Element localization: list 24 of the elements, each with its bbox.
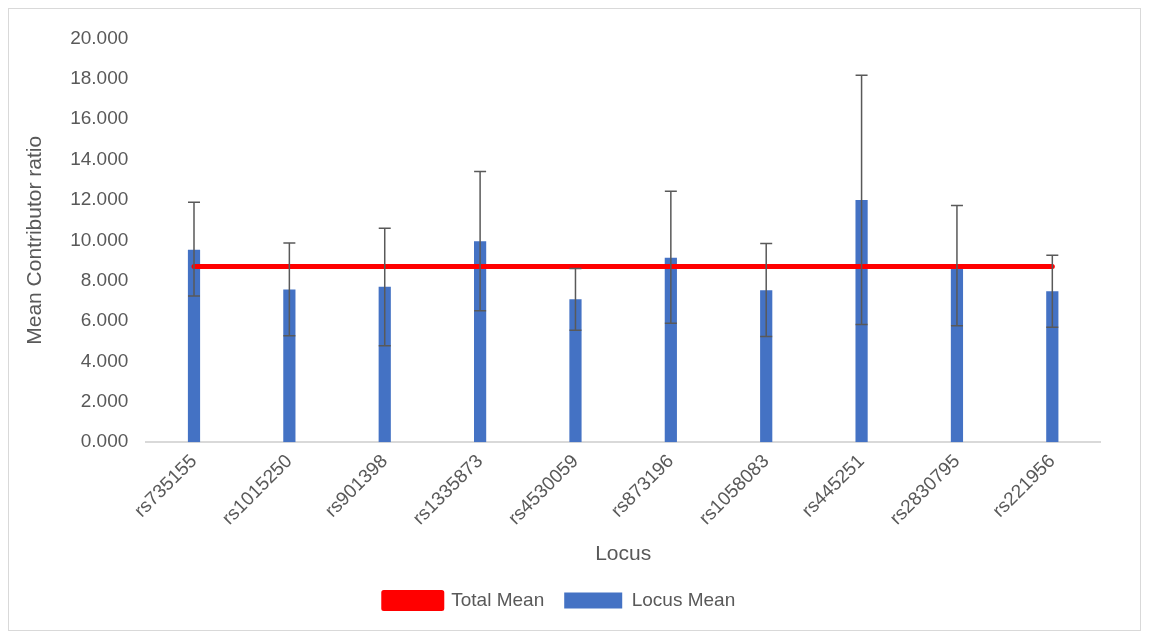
legend-label: Total Mean (451, 588, 545, 610)
y-tick-label: 2.000 (80, 390, 129, 412)
y-tick-label: 20.000 (70, 26, 129, 48)
y-tick-label: 14.000 (70, 147, 129, 169)
y-tick-label: 12.000 (70, 188, 129, 210)
y-tick-label: 4.000 (80, 349, 129, 371)
y-tick-label: 6.000 (80, 309, 129, 331)
bar (474, 241, 487, 443)
bar (950, 267, 964, 443)
y-tick-label: 0.000 (80, 430, 129, 452)
bar (378, 286, 391, 443)
y-axis-title: Mean Contributor ratio (22, 135, 46, 345)
y-tick-label: 8.000 (80, 268, 129, 290)
bar (569, 299, 582, 443)
bar (187, 249, 201, 443)
bar (855, 199, 868, 443)
legend-label: Locus Mean (631, 588, 736, 610)
bar (1046, 291, 1059, 443)
y-tick-label: 10.000 (70, 228, 129, 250)
y-tick-label: 16.000 (70, 107, 129, 129)
bar (760, 290, 773, 443)
y-tick-label: 18.000 (70, 67, 129, 89)
x-axis-title: Locus (595, 541, 652, 565)
bar (283, 289, 296, 443)
